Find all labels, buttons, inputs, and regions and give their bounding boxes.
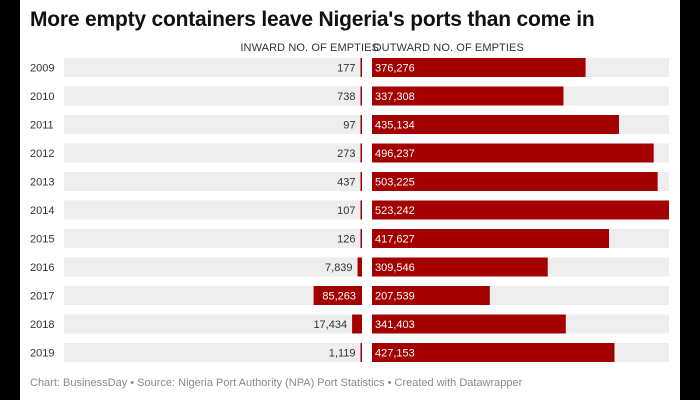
- inward-track: [64, 257, 362, 277]
- inward-value-label: 1,119: [329, 348, 356, 360]
- inward-track: [64, 200, 362, 220]
- inward-value-label: 17,434: [313, 319, 347, 331]
- inward-column-header: INWARD NO. OF EMPTIES: [240, 42, 379, 54]
- outward-bar: [372, 343, 615, 362]
- chart-footer-source: Chart: BusinessDay • Source: Nigeria Por…: [30, 377, 523, 389]
- inward-value-label: 7,839: [325, 262, 353, 274]
- outward-bar: [372, 229, 610, 248]
- inward-track: [64, 229, 362, 248]
- inward-bar: [360, 229, 362, 248]
- year-label: 2016: [30, 262, 54, 274]
- inward-value-label: 177: [337, 63, 355, 75]
- year-label: 2012: [30, 148, 54, 160]
- inward-bar: [352, 314, 362, 334]
- outward-value-label: 417,627: [375, 234, 415, 246]
- inward-bar: [360, 58, 362, 77]
- inward-track: [64, 143, 362, 163]
- outward-bar: [372, 143, 654, 163]
- inward-value-label: 97: [343, 120, 355, 132]
- outward-bar: [372, 314, 566, 334]
- outward-value-label: 427,153: [375, 348, 415, 360]
- outward-bar: [372, 115, 619, 134]
- year-label: 2011: [30, 120, 54, 132]
- inward-value-label: 437: [337, 177, 355, 189]
- inward-bar: [360, 86, 362, 106]
- inward-bar: [357, 257, 362, 277]
- year-label: 2019: [30, 348, 54, 360]
- outward-value-label: 503,225: [375, 177, 415, 189]
- inward-bar: [360, 343, 362, 362]
- outward-bar: [372, 58, 586, 77]
- year-label: 2010: [30, 91, 54, 103]
- inward-bar: [313, 286, 362, 305]
- year-label: 2009: [30, 63, 54, 75]
- inward-value-label: 107: [337, 205, 355, 217]
- outward-value-label: 207,539: [375, 291, 415, 303]
- inward-value-label: 273: [337, 148, 355, 160]
- year-label: 2013: [30, 177, 54, 189]
- chart-title: More empty containers leave Nigeria's po…: [30, 8, 595, 31]
- outward-bar: [372, 86, 564, 106]
- inward-value-label: 85,263: [322, 291, 356, 303]
- year-label: 2015: [30, 234, 54, 246]
- inward-track: [64, 343, 362, 362]
- inward-track: [64, 286, 362, 305]
- outward-value-label: 337,308: [375, 91, 415, 103]
- outward-bar: [372, 286, 490, 305]
- inward-track: [64, 58, 362, 77]
- outward-value-label: 341,403: [375, 319, 415, 331]
- inward-bar: [360, 115, 362, 134]
- inward-bar: [360, 143, 362, 163]
- outward-column-header: OUTWARD NO. OF EMPTIES: [373, 42, 524, 54]
- outward-value-label: 309,546: [375, 262, 415, 274]
- outward-bar: [372, 257, 548, 277]
- year-label: 2014: [30, 205, 54, 217]
- inward-track: [64, 172, 362, 191]
- outward-bar: [372, 200, 669, 220]
- inward-track: [64, 314, 362, 334]
- outward-value-label: 376,276: [375, 63, 415, 75]
- inward-value-label: 738: [337, 91, 355, 103]
- diverging-bar-chart: 2009 177 376,276 2010 738 337,308 2011 97 435,13…: [30, 58, 669, 362]
- year-label: 2017: [30, 291, 54, 303]
- year-label: 2018: [30, 319, 54, 331]
- inward-value-label: 126: [337, 234, 355, 246]
- outward-bar: [372, 172, 658, 191]
- outward-value-label: 496,237: [375, 148, 415, 160]
- inward-track: [64, 115, 362, 134]
- outward-value-label: 523,242: [375, 205, 415, 217]
- inward-track: [64, 86, 362, 106]
- chart-card: More empty containers leave Nigeria's po…: [20, 0, 680, 400]
- outward-value-label: 435,134: [375, 120, 415, 132]
- inward-bar: [360, 200, 362, 220]
- inward-bar: [360, 172, 362, 191]
